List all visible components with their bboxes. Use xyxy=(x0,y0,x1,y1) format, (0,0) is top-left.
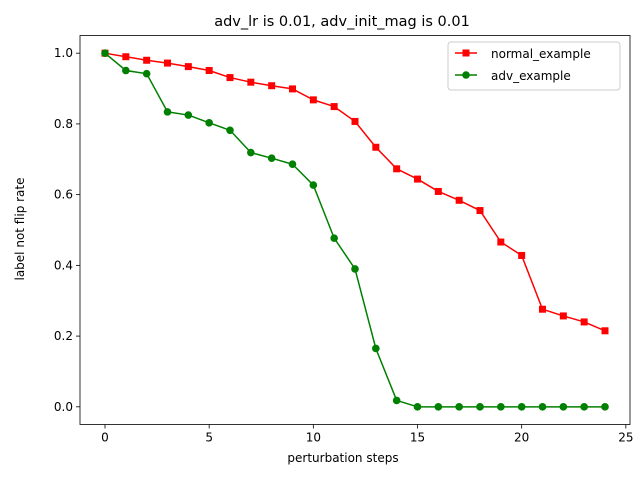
y-tick-label: 1.0 xyxy=(54,46,73,60)
data-point-adv-example xyxy=(122,66,130,75)
x-tick-label: 0 xyxy=(101,431,109,445)
data-point-adv-example xyxy=(226,126,234,135)
data-point-adv-example xyxy=(434,403,443,411)
data-point-adv-example xyxy=(372,344,380,353)
data-point-adv-example xyxy=(497,403,505,411)
legend-marker-normal-example xyxy=(462,49,470,57)
data-point-adv-example xyxy=(601,403,609,411)
legend-box xyxy=(447,41,621,91)
y-tick-label: 0.0 xyxy=(54,400,73,414)
data-point-normal-example xyxy=(351,117,359,125)
x-axis-label: perturbation steps xyxy=(287,451,398,465)
data-point-normal-example xyxy=(268,82,276,90)
x-tick-label: 15 xyxy=(410,431,425,445)
y-tick-label: 0.6 xyxy=(54,188,73,202)
data-point-normal-example xyxy=(476,207,484,215)
data-point-normal-example xyxy=(539,305,546,313)
data-point-normal-example xyxy=(330,103,338,111)
y-tick-label: 0.4 xyxy=(54,258,73,272)
y-axis-label: label not flip rate xyxy=(13,177,27,280)
data-point-normal-example xyxy=(205,67,213,75)
data-point-adv-example xyxy=(476,403,484,411)
data-point-normal-example xyxy=(184,63,192,71)
data-point-normal-example xyxy=(289,85,296,93)
data-point-adv-example xyxy=(413,403,422,411)
x-tick-label: 5 xyxy=(205,431,213,445)
data-point-adv-example xyxy=(351,265,359,273)
data-point-adv-example xyxy=(580,403,588,411)
legend-label-normal-example: normal_example xyxy=(491,47,591,61)
data-point-normal-example xyxy=(143,56,151,64)
data-point-normal-example xyxy=(518,251,526,259)
x-tick-label: 20 xyxy=(514,431,529,445)
series-layer xyxy=(101,49,609,411)
data-point-normal-example xyxy=(559,312,567,320)
data-point-normal-example xyxy=(122,53,130,61)
data-point-normal-example xyxy=(247,78,255,86)
data-point-normal-example xyxy=(226,74,234,82)
data-point-normal-example xyxy=(164,59,171,67)
axes-layer xyxy=(79,35,631,425)
data-point-adv-example xyxy=(309,181,318,189)
data-point-adv-example xyxy=(267,154,276,163)
x-tick-label: 10 xyxy=(306,431,321,445)
data-point-adv-example xyxy=(392,396,401,405)
data-point-adv-example xyxy=(205,119,213,127)
data-point-normal-example xyxy=(601,327,609,335)
data-point-adv-example xyxy=(517,403,526,411)
y-tick-label: 0.2 xyxy=(54,329,73,343)
data-point-adv-example xyxy=(101,49,109,57)
data-point-adv-example xyxy=(288,160,297,169)
data-point-adv-example xyxy=(538,403,547,411)
x-axis-ticks: 0 5 10 15 20 25 xyxy=(101,424,633,445)
y-tick-label: 0.8 xyxy=(54,117,73,131)
data-point-adv-example xyxy=(559,403,568,411)
data-point-adv-example xyxy=(330,234,338,242)
legend: normal_example adv_example xyxy=(447,41,621,91)
data-point-adv-example xyxy=(455,403,463,411)
data-point-normal-example xyxy=(393,165,401,173)
x-tick-label: 25 xyxy=(618,431,633,445)
data-point-adv-example xyxy=(184,111,193,119)
data-point-adv-example xyxy=(247,148,255,157)
data-point-adv-example xyxy=(163,108,172,116)
chart-title: adv_lr is 0.01, adv_init_mag is 0.01 xyxy=(214,14,470,30)
data-point-normal-example xyxy=(414,175,421,183)
data-point-normal-example xyxy=(455,196,463,204)
data-point-normal-example xyxy=(497,238,505,246)
plot-area-frame xyxy=(79,35,631,425)
data-point-adv-example xyxy=(142,69,151,78)
legend-marker-adv-example xyxy=(462,71,470,79)
y-axis-ticks: 0.0 0.2 0.4 0.6 0.8 1.0 xyxy=(54,46,80,414)
legend-label-adv-example: adv_example xyxy=(491,69,571,83)
data-point-normal-example xyxy=(580,318,588,326)
data-point-normal-example xyxy=(434,187,442,195)
data-point-normal-example xyxy=(372,143,380,151)
data-point-normal-example xyxy=(309,96,317,104)
